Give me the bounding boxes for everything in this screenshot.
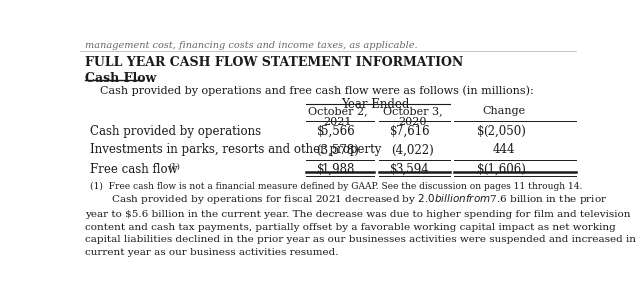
Text: 7,616: 7,616 — [396, 125, 429, 138]
Text: $: $ — [317, 125, 324, 138]
Text: (1,606): (1,606) — [483, 163, 525, 176]
Text: (4,022): (4,022) — [391, 143, 434, 156]
Text: 444: 444 — [493, 143, 515, 156]
Text: Change: Change — [483, 106, 525, 116]
Text: $: $ — [477, 163, 484, 176]
Text: 1,988: 1,988 — [321, 163, 355, 176]
Text: October 2,
2021: October 2, 2021 — [308, 106, 368, 128]
Text: 5,566: 5,566 — [321, 125, 355, 138]
Text: (1)  Free cash flow is not a financial measure defined by GAAP. See the discussi: (1) Free cash flow is not a financial me… — [90, 182, 582, 191]
Text: management cost, financing costs and income taxes, as applicable.: management cost, financing costs and inc… — [85, 41, 417, 50]
Text: $: $ — [390, 163, 397, 176]
Text: Cash Flow: Cash Flow — [85, 73, 156, 85]
Text: Investments in parks, resorts and other property: Investments in parks, resorts and other … — [90, 143, 381, 156]
Text: 3,594: 3,594 — [396, 163, 429, 176]
Text: $: $ — [317, 163, 324, 176]
Text: Year Ended: Year Ended — [341, 98, 410, 111]
Text: October 3,
2020: October 3, 2020 — [383, 106, 442, 128]
Text: $: $ — [390, 125, 397, 138]
Text: Cash provided by operations and free cash flow were as follows (in millions):: Cash provided by operations and free cas… — [100, 85, 534, 96]
Text: (3,578): (3,578) — [317, 143, 359, 156]
Text: (1): (1) — [168, 163, 180, 171]
Text: $: $ — [477, 125, 484, 138]
Text: FULL YEAR CASH FLOW STATEMENT INFORMATION: FULL YEAR CASH FLOW STATEMENT INFORMATIO… — [85, 56, 463, 69]
Text: Cash provided by operations for fiscal 2021 decreased by $2.0 billion from $7.6 : Cash provided by operations for fiscal 2… — [85, 192, 640, 257]
Text: (2,050): (2,050) — [483, 125, 525, 138]
Text: Free cash flow: Free cash flow — [90, 163, 177, 176]
Text: Cash provided by operations: Cash provided by operations — [90, 125, 261, 138]
